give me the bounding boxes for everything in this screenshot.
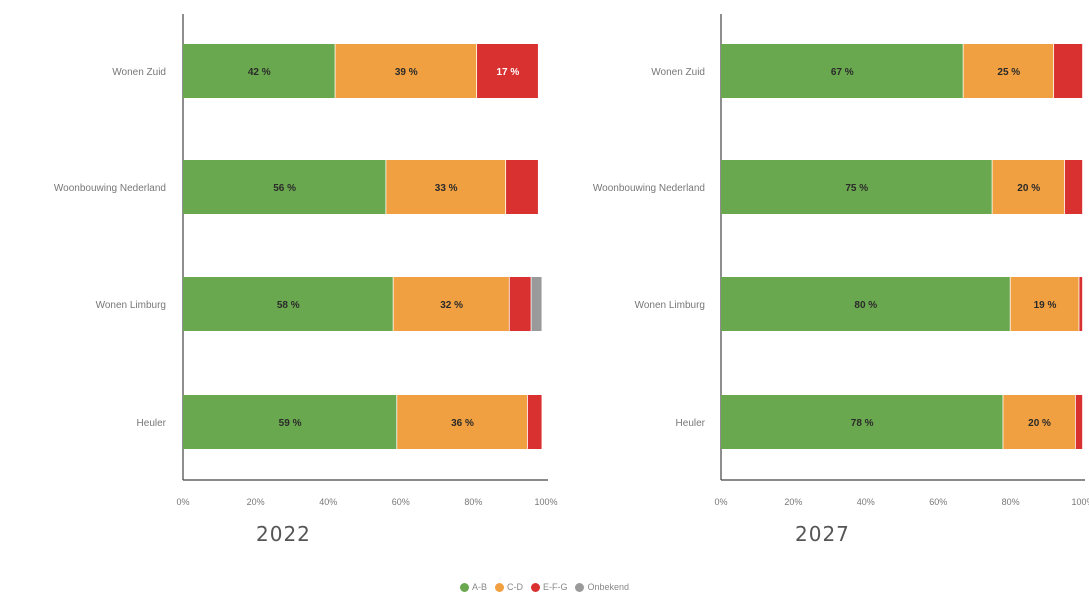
bar-segment-ab [721, 160, 992, 214]
x-tick-label: 100% [534, 497, 557, 507]
bar-data-label: 58 % [277, 300, 300, 311]
x-tick-label: 0% [714, 497, 727, 507]
x-tick-label: 60% [929, 497, 947, 507]
bar-segment-efg [1054, 44, 1083, 98]
bar-data-label: 20 % [1017, 183, 1040, 194]
bar-data-label: 56 % [273, 183, 296, 194]
x-tick-label: 40% [857, 497, 875, 507]
legend-swatch [494, 582, 504, 592]
bar-data-label: 75 % [845, 183, 868, 194]
x-tick-label: 60% [392, 497, 410, 507]
legend-label: C-D [506, 582, 523, 592]
bar-data-label: 25 % [997, 67, 1020, 78]
bar-segment-efg [1079, 277, 1083, 331]
bar-segment-ab [721, 395, 1003, 449]
bar-segment-efg [477, 44, 538, 98]
category-label: Woonbouwing Nederland [54, 183, 166, 194]
legend-item-cd: C-D [494, 582, 523, 592]
legend-item-onbekend: Onbekend [575, 582, 629, 592]
legend: A-B C-D E-F-G Onbekend [0, 582, 1089, 592]
category-label: Wonen Limburg [96, 300, 166, 311]
bar-segment-cd [393, 277, 509, 331]
bar-segment-ab [721, 277, 1010, 331]
x-tick-label: 20% [247, 497, 265, 507]
bar-segment-efg [1064, 160, 1083, 214]
category-label: Wonen Zuid [112, 67, 166, 78]
category-label: Woonbouwing Nederland [593, 183, 705, 194]
category-label: Heuler [676, 418, 706, 429]
bar-segment-efg [506, 160, 538, 214]
bar-segment-cd [1003, 395, 1075, 449]
bar-segment-cd [397, 395, 528, 449]
bar-segment-onbekend [531, 277, 542, 331]
legend-item-ab: A-B [459, 582, 487, 592]
bar-data-label: 59 % [279, 418, 302, 429]
legend-label: A-B [471, 582, 487, 592]
bar-segment-cd [963, 44, 1054, 98]
legend-swatch [459, 582, 469, 592]
bar-segment-efg [1075, 395, 1083, 449]
bar-data-label: 36 % [451, 418, 474, 429]
chart-title-2022: 2022 [256, 522, 311, 546]
legend-item-efg: E-F-G [530, 582, 568, 592]
legend-swatch [530, 582, 540, 592]
bar-data-label: 32 % [440, 300, 463, 311]
bar-segment-ab [183, 160, 386, 214]
bar-data-label: 19 % [1034, 300, 1057, 311]
x-tick-label: 40% [319, 497, 337, 507]
bar-segment-cd [1010, 277, 1079, 331]
bar-segment-cd [386, 160, 506, 214]
category-label: Wonen Limburg [635, 300, 705, 311]
bar-segment-ab [721, 44, 963, 98]
bar-data-label: 42 % [248, 67, 271, 78]
bar-data-label: 33 % [435, 183, 458, 194]
bar-data-label: 39 % [395, 67, 418, 78]
category-label: Heuler [137, 418, 167, 429]
x-tick-label: 20% [784, 497, 802, 507]
x-tick-label: 100% [1071, 497, 1089, 507]
bar-data-label: 17 % [496, 67, 519, 78]
bar-segment-ab [183, 44, 335, 98]
bar-data-label: 67 % [831, 67, 854, 78]
legend-label: Onbekend [587, 582, 630, 592]
bar-segment-cd [335, 44, 477, 98]
x-tick-label: 80% [1002, 497, 1020, 507]
bar-segment-efg [527, 395, 542, 449]
legend-label: E-F-G [542, 582, 568, 592]
bar-segment-efg [509, 277, 531, 331]
bar-segment-ab [183, 277, 393, 331]
bar-data-label: 80 % [854, 300, 877, 311]
bar-segment-cd [992, 160, 1065, 214]
bar-segment-ab [183, 395, 397, 449]
category-label: Wonen Zuid [651, 67, 705, 78]
bar-data-label: 78 % [851, 418, 874, 429]
x-tick-label: 0% [176, 497, 189, 507]
chart-title-2027: 2027 [795, 522, 850, 546]
legend-swatch [575, 582, 585, 592]
bar-data-label: 20 % [1028, 418, 1051, 429]
x-tick-label: 80% [464, 497, 482, 507]
